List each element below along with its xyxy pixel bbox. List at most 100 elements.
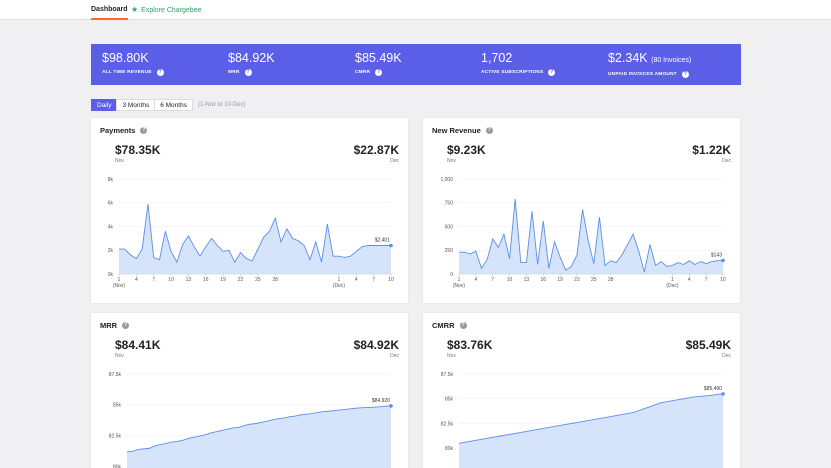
kpi-label: CMRR bbox=[355, 70, 371, 75]
help-icon[interactable]: ? bbox=[140, 127, 148, 134]
y-tick-label: 0k bbox=[108, 272, 114, 278]
y-tick-label: 82.5k bbox=[441, 421, 454, 427]
y-tick-label: 85k bbox=[113, 403, 122, 409]
help-icon[interactable]: ? bbox=[122, 322, 130, 329]
x-tick-label: 7 bbox=[372, 277, 375, 283]
x-tick-label: 13 bbox=[524, 277, 530, 283]
kpi-value: $98.80K bbox=[102, 51, 149, 65]
x-tick-label: 1 bbox=[118, 277, 121, 283]
new-revenue-chart: 0 250 500 750 1,000 $143 1 4 7 10 13 16 19 22 25 28 1 4 7 1… bbox=[440, 177, 726, 289]
y-tick-label: 87.5k bbox=[109, 372, 122, 378]
series-line bbox=[458, 393, 724, 444]
stat-month: Dec bbox=[390, 158, 399, 164]
period-end-stat: $85.49K Dec bbox=[685, 338, 731, 360]
payments-card: Payments? $78.35K Nov $22.87K Dec 0k 2k 4k 6k… bbox=[91, 118, 408, 303]
series-area bbox=[459, 393, 723, 468]
card-title: New Revenue bbox=[432, 126, 481, 135]
period-end-stat: $22.87K Dec bbox=[353, 143, 399, 165]
stat-month: Dec bbox=[722, 158, 731, 164]
y-tick-label: 80k bbox=[113, 465, 122, 468]
x-tick-label: 7 bbox=[705, 277, 708, 283]
kpi-mrr: $84.92K MRR? bbox=[228, 51, 275, 76]
help-icon[interactable]: ? bbox=[244, 69, 252, 76]
x-tick-label: 22 bbox=[238, 277, 244, 283]
kpi-label: MRR bbox=[228, 70, 240, 75]
help-icon[interactable]: ? bbox=[156, 69, 164, 76]
range-6-months-button[interactable]: 6 Months bbox=[154, 99, 193, 111]
stat-month: Dec bbox=[722, 353, 731, 359]
series-area bbox=[119, 203, 391, 274]
payments-chart: 0k 2k 4k 6k 8k $2,401 1 4 7 10 13 16 19 22 25 28 1 4 7 10 (N… bbox=[108, 177, 394, 289]
x-tick-label: 7 bbox=[491, 277, 494, 283]
y-tick-label: 1,000 bbox=[440, 177, 453, 183]
help-icon[interactable]: ? bbox=[485, 127, 493, 134]
stat-value: $84.92K bbox=[353, 338, 399, 352]
period-end-stat: $84.92K Dec bbox=[353, 338, 399, 360]
x-tick-label: 28 bbox=[272, 277, 278, 283]
x-tick-label: 19 bbox=[220, 277, 226, 283]
mrr-card: MRR? $84.41K Nov $84.92K Dec 80k 82.5k 85k 87… bbox=[91, 313, 408, 468]
help-icon[interactable]: ? bbox=[375, 69, 383, 76]
stat-value: $83.76K bbox=[447, 338, 493, 352]
x-tick-label: 4 bbox=[135, 277, 138, 283]
stat-month: Nov bbox=[115, 158, 124, 164]
kpi-invoice-count: (80 Invoices) bbox=[651, 57, 692, 64]
stat-value: $85.49K bbox=[685, 338, 731, 352]
x-tick-label: 1 bbox=[671, 277, 674, 283]
end-point bbox=[389, 243, 393, 248]
x-tick-label: 13 bbox=[186, 277, 192, 283]
x-tick-label: 22 bbox=[574, 277, 580, 283]
card-title: MRR bbox=[100, 321, 118, 330]
new-revenue-card: New Revenue? $9.23K Nov $1.22K Dec 0 250 500… bbox=[423, 118, 740, 303]
kpi-value: $84.92K bbox=[228, 51, 275, 65]
kpi-all-time-revenue: $98.80K ALL TIME REVENUE? bbox=[102, 51, 164, 76]
x-tick-label: 28 bbox=[608, 277, 614, 283]
x-tick-label: 1 bbox=[458, 277, 461, 283]
range-daily-button[interactable]: Daily bbox=[91, 99, 118, 111]
y-tick-label: 750 bbox=[445, 201, 454, 207]
stat-value: $22.87K bbox=[353, 143, 399, 157]
x-tick-label: 4 bbox=[688, 277, 691, 283]
y-tick-label: 500 bbox=[445, 224, 454, 230]
kpi-value: $2.34K bbox=[608, 51, 648, 65]
tab-dashboard[interactable]: Dashboard bbox=[91, 0, 128, 20]
y-tick-label: 87.5k bbox=[441, 372, 454, 378]
end-value-label: $2,401 bbox=[375, 237, 391, 243]
series-line bbox=[459, 198, 724, 273]
range-3-months-button[interactable]: 3 Months bbox=[116, 99, 156, 111]
star-icon: ★ bbox=[131, 5, 139, 14]
stat-month: Dec bbox=[390, 353, 399, 359]
end-value-label: $85,490 bbox=[704, 386, 722, 392]
stat-month: Nov bbox=[115, 353, 124, 359]
x-tick-label: 10 bbox=[388, 277, 394, 283]
series-line bbox=[119, 203, 392, 264]
stat-value: $1.22K bbox=[692, 143, 731, 157]
explore-label: Explore Chargebee bbox=[141, 7, 202, 14]
x-tick-label: 25 bbox=[255, 277, 261, 283]
x-tick-label: 7 bbox=[152, 277, 155, 283]
kpi-label: ALL TIME REVENUE bbox=[102, 70, 152, 75]
y-tick-label: 4k bbox=[108, 224, 114, 230]
help-icon[interactable]: ? bbox=[459, 322, 467, 329]
help-icon[interactable]: ? bbox=[681, 71, 689, 78]
y-tick-label: 8k bbox=[108, 177, 114, 183]
y-tick-label: 250 bbox=[445, 248, 454, 254]
top-nav: Dashboard ★ Explore Chargebee bbox=[0, 0, 831, 20]
x-month-label-dec: (Dec) bbox=[666, 283, 679, 289]
y-tick-label: 6k bbox=[108, 201, 114, 207]
help-icon[interactable]: ? bbox=[548, 69, 556, 76]
period-start-stat: $9.23K Nov bbox=[447, 144, 486, 165]
period-start-stat: $78.35K Nov bbox=[115, 144, 160, 165]
stat-value: $84.41K bbox=[115, 338, 161, 352]
kpi-value: 1,702 bbox=[481, 51, 513, 65]
y-tick-label: 80k bbox=[445, 446, 454, 452]
end-point bbox=[389, 404, 393, 408]
kpi-summary-bar: $98.80K ALL TIME REVENUE? $84.92K MRR? $… bbox=[91, 44, 741, 85]
range-date-note: (1-Nov to 10-Dec) bbox=[197, 102, 246, 108]
series-area bbox=[459, 198, 723, 274]
y-tick-label: 85k bbox=[445, 397, 454, 403]
tab-explore-chargebee[interactable]: ★ Explore Chargebee bbox=[131, 0, 202, 20]
y-tick-label: 2k bbox=[108, 248, 114, 254]
kpi-active-subscriptions: 1,702 ACTIVE SUBSCRIPTIONS? bbox=[481, 51, 556, 76]
